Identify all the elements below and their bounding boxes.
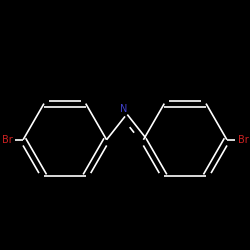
- Text: Br: Br: [2, 135, 12, 145]
- Text: Br: Br: [238, 135, 248, 145]
- Text: N: N: [120, 104, 128, 115]
